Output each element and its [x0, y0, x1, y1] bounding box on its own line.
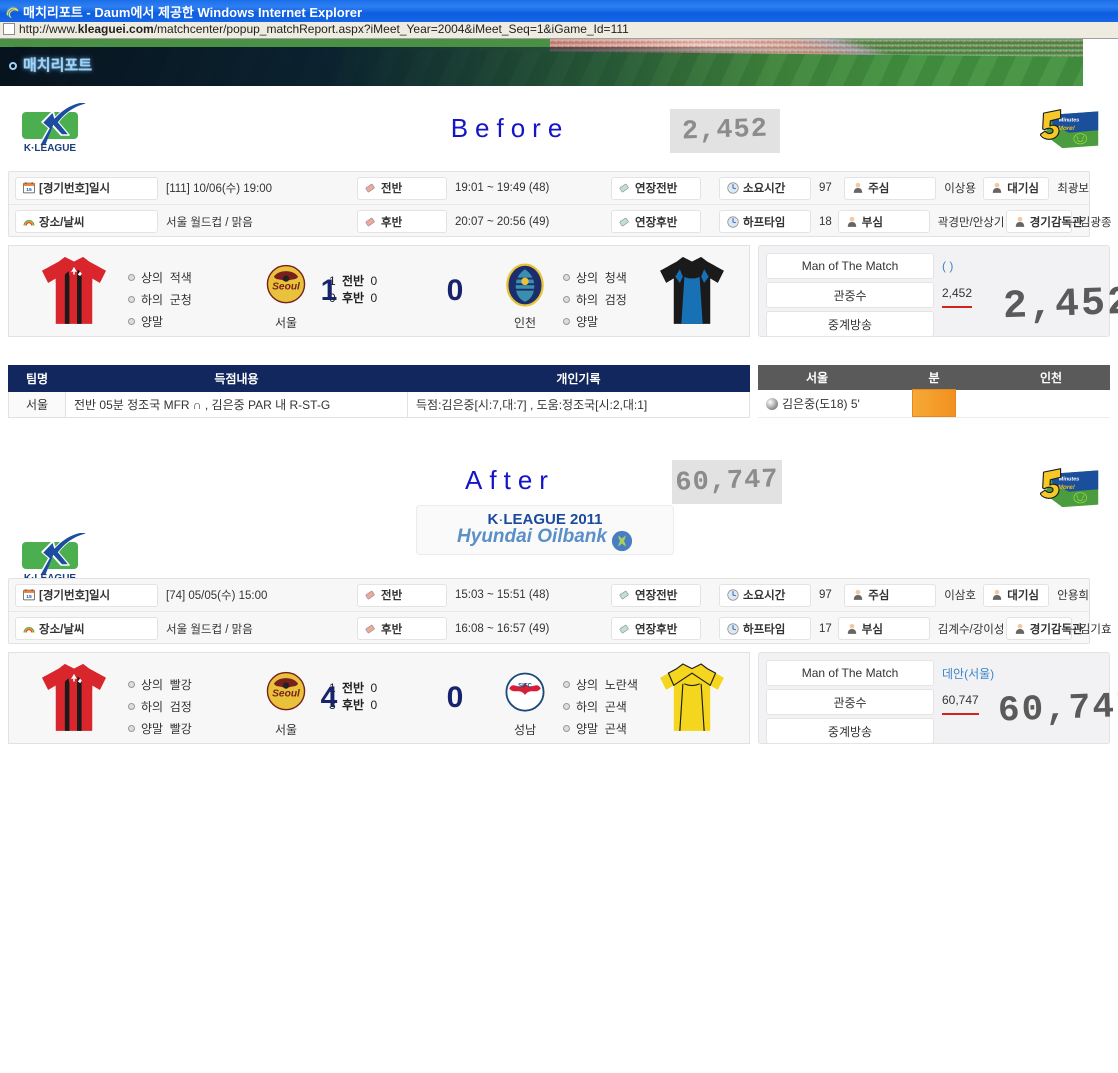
svg-text:More!: More!: [1057, 125, 1075, 132]
svg-text:More!: More!: [1057, 484, 1075, 491]
svg-text:15: 15: [26, 594, 32, 600]
svg-text:Minutes: Minutes: [1058, 477, 1079, 483]
svg-text:Minutes: Minutes: [1058, 118, 1079, 124]
svg-text:Seoul: Seoul: [272, 282, 301, 293]
svg-text:SIFC: SIFC: [518, 683, 532, 689]
svg-text:Seoul: Seoul: [272, 689, 301, 700]
svg-text:15: 15: [26, 187, 32, 193]
